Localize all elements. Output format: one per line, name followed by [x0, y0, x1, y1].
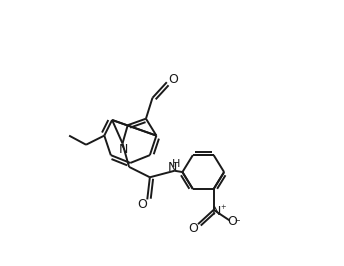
Text: $^-$: $^-$ [234, 218, 242, 228]
Text: $^+$: $^+$ [219, 204, 228, 214]
Text: O: O [137, 198, 147, 211]
Text: O: O [189, 222, 198, 235]
Text: N: N [167, 161, 177, 174]
Text: O: O [168, 73, 178, 86]
Text: H: H [172, 159, 180, 169]
Text: N: N [119, 143, 129, 156]
Text: N: N [212, 205, 221, 218]
Text: O: O [227, 215, 237, 228]
